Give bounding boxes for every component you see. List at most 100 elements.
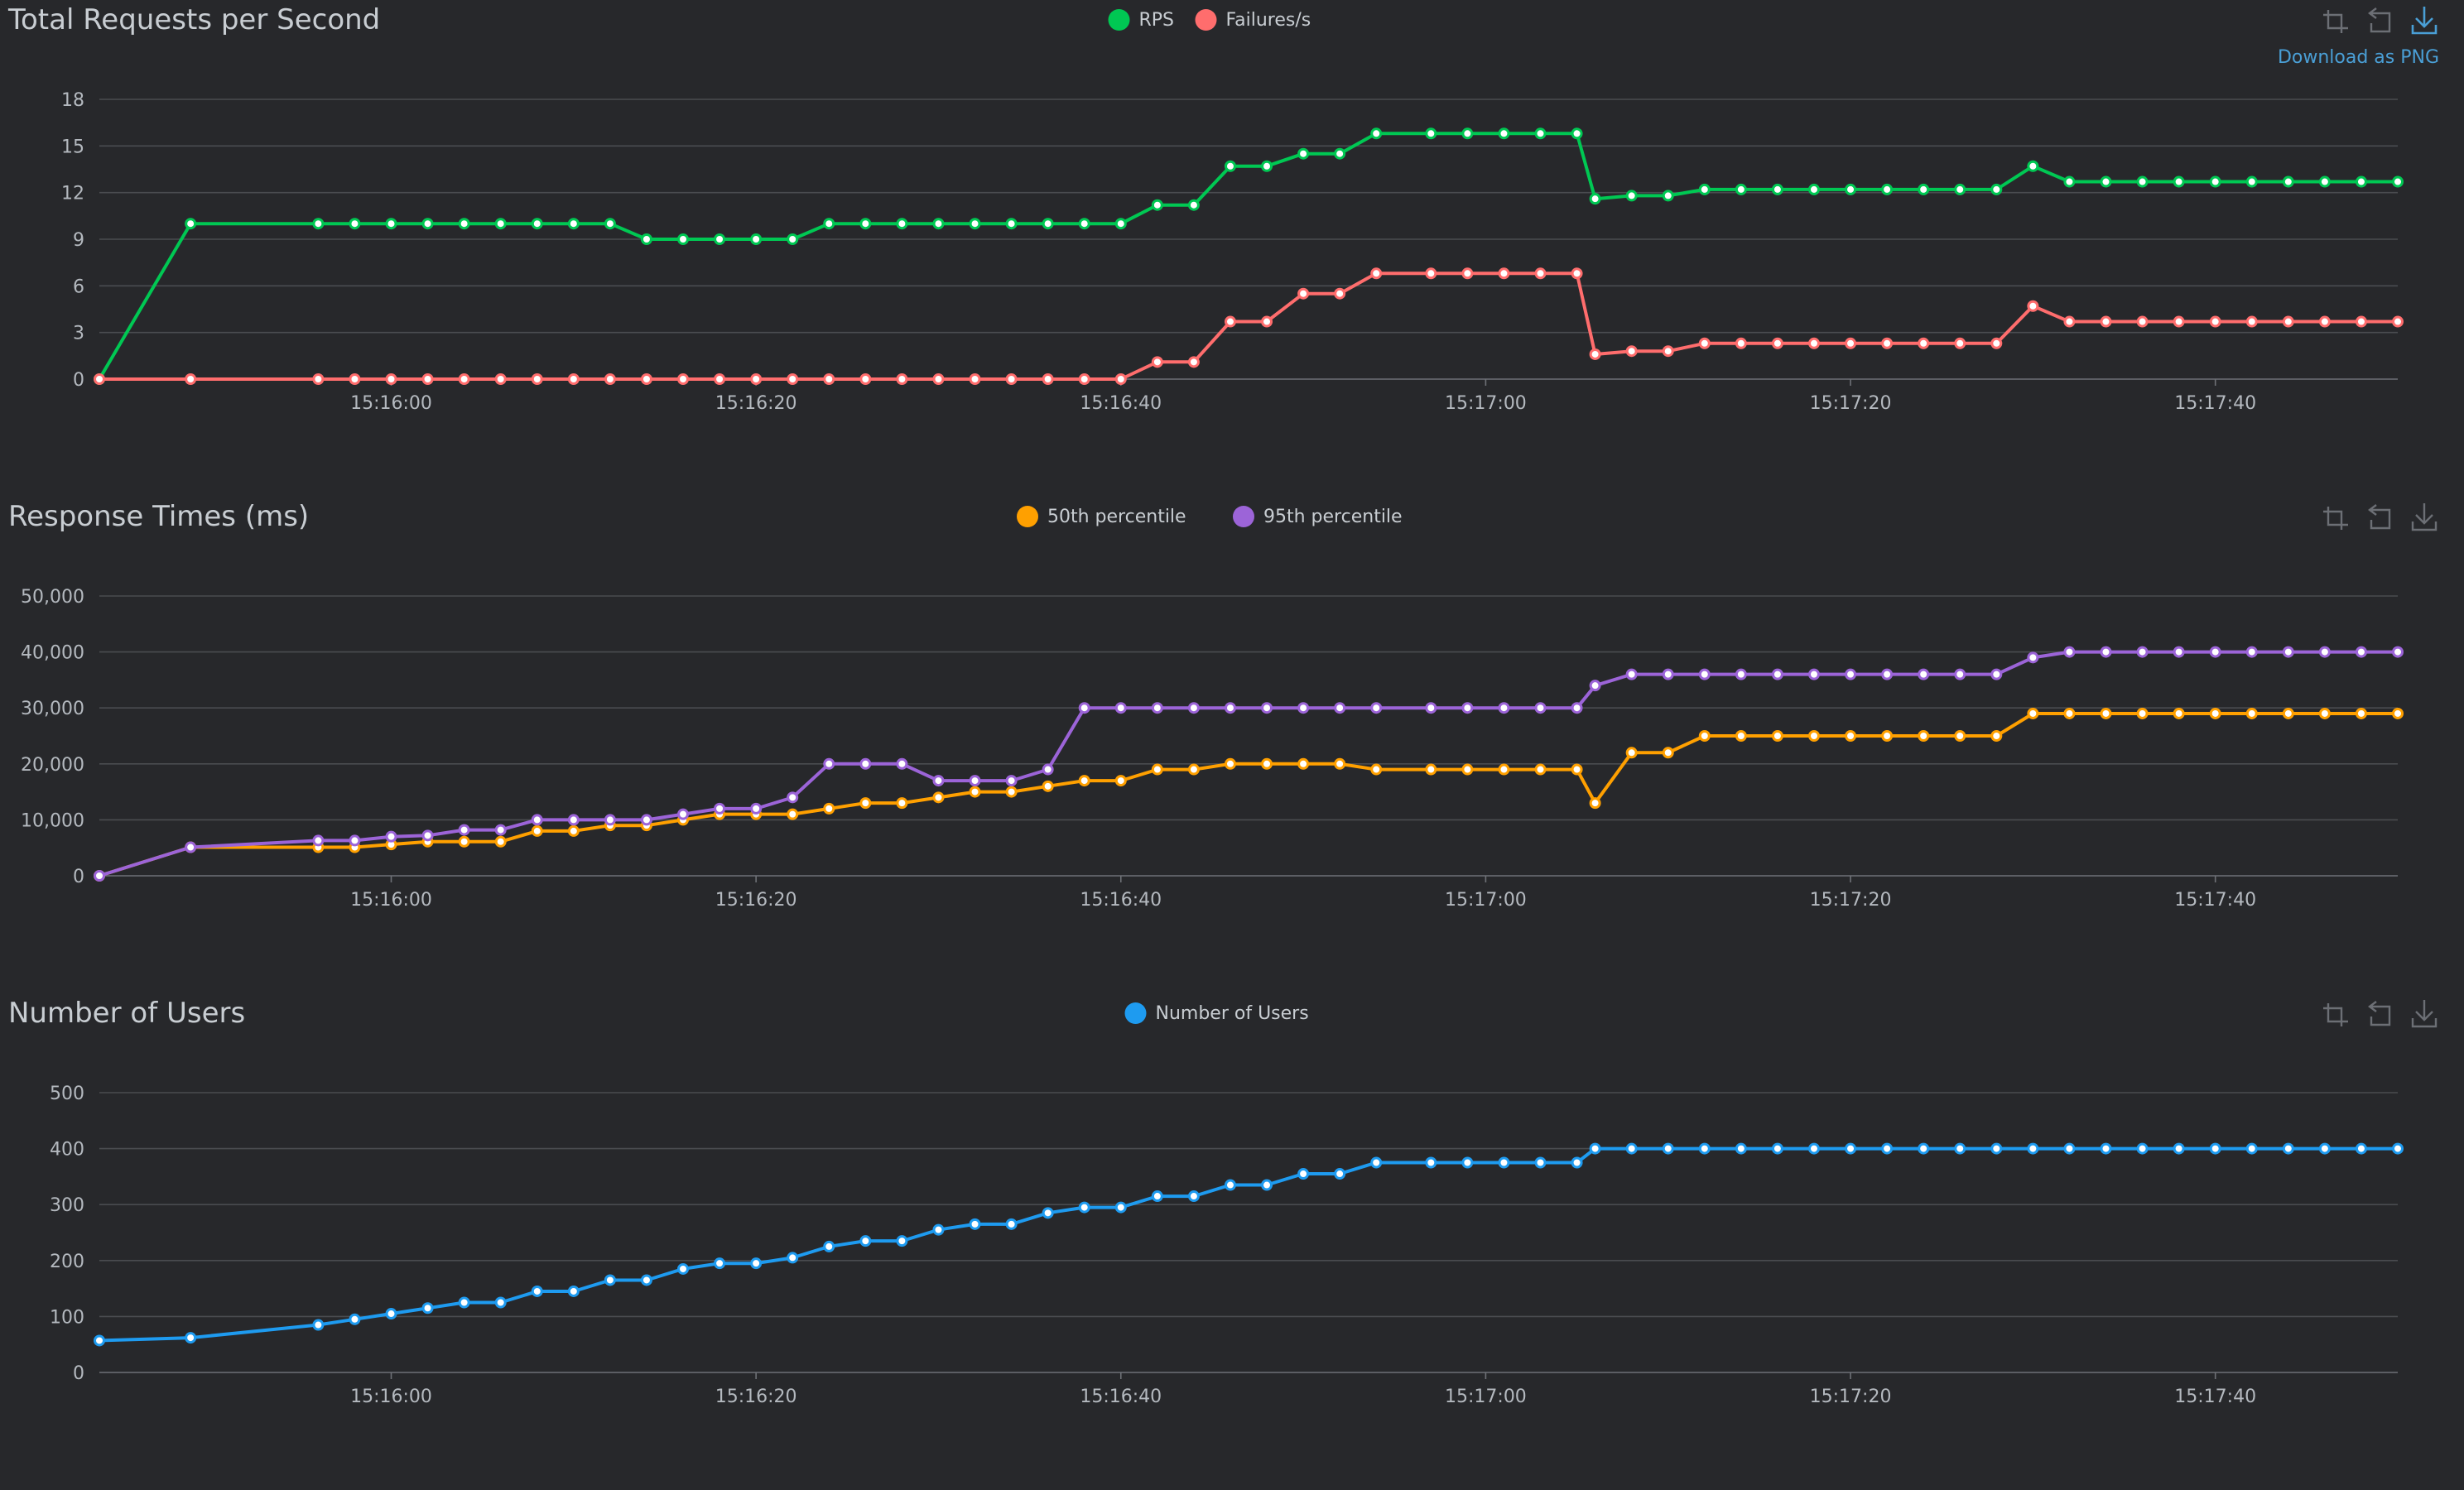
- zoom-icon-shape[interactable]: [2323, 10, 2348, 33]
- data-point: [787, 808, 799, 820]
- zoom-icon[interactable]: [2323, 10, 2348, 33]
- data-point: [2100, 1142, 2112, 1155]
- zoom-icon[interactable]: [2323, 507, 2348, 530]
- data-point: [2355, 1142, 2367, 1155]
- data-point: [2173, 707, 2185, 719]
- data-point: [1625, 668, 1638, 680]
- download-icon-shape[interactable]: [2411, 503, 2438, 531]
- restore-icon[interactable]: [2368, 504, 2391, 530]
- y-tick-label: 500: [50, 1084, 84, 1104]
- data-point: [2063, 707, 2076, 719]
- zoom-icon-shape[interactable]: [2323, 1003, 2348, 1026]
- y-tick-label: 12: [61, 184, 84, 204]
- x-tick-label: 15:17:20: [1810, 393, 1892, 414]
- restore-icon[interactable]: [2368, 1001, 2391, 1026]
- y-tick-label: 15: [61, 137, 84, 157]
- series-number-of-users: [94, 1142, 2404, 1347]
- download-icon[interactable]: [2411, 503, 2438, 531]
- data-point: [94, 870, 105, 882]
- data-point: [787, 373, 799, 385]
- data-point: [1662, 747, 1674, 759]
- restore-icon-shape[interactable]: [2368, 7, 2391, 33]
- chart-panel-number-of-users: Number of Users 0 100 200 300 400 500 15:16:00 1…: [8, 997, 2438, 1407]
- legend[interactable]: Number of Users: [1124, 1002, 1309, 1024]
- data-point: [640, 814, 652, 826]
- data-point: [1735, 183, 1747, 195]
- data-point: [896, 797, 908, 810]
- data-point: [567, 218, 580, 230]
- data-point: [421, 218, 434, 230]
- data-point: [1461, 1156, 1474, 1169]
- legend-item-number-of-users[interactable]: Number of Users: [1124, 1002, 1309, 1024]
- y-tick-label: 0: [73, 370, 84, 391]
- data-point: [458, 1296, 470, 1309]
- data-point: [2100, 707, 2112, 719]
- data-point: [2392, 1142, 2404, 1155]
- data-point: [1589, 193, 1601, 205]
- data-point: [604, 1274, 616, 1286]
- data-point: [494, 373, 507, 385]
- data-point: [1224, 315, 1236, 328]
- data-point: [896, 757, 908, 770]
- legend-marker: [1124, 1002, 1147, 1024]
- data-point: [677, 233, 690, 245]
- download-as-png-label[interactable]: Download as PNG: [2278, 47, 2439, 68]
- data-point: [421, 373, 434, 385]
- data-point: [1881, 668, 1894, 680]
- data-point: [859, 797, 872, 810]
- data-point: [2245, 175, 2258, 188]
- data-point: [1807, 183, 1820, 195]
- download-icon[interactable]: [2411, 1000, 2438, 1028]
- restore-icon-shape[interactable]: [2368, 504, 2391, 530]
- data-point: [1224, 160, 1236, 172]
- data-point: [896, 218, 908, 230]
- zoom-icon-shape[interactable]: [2323, 507, 2348, 530]
- data-point: [640, 373, 652, 385]
- data-point: [1370, 267, 1383, 280]
- legend[interactable]: RPS Failures/s: [1108, 9, 1311, 31]
- data-point: [1807, 1142, 1820, 1155]
- series-rps: [94, 127, 2404, 385]
- x-tick-label: 15:17:20: [1810, 890, 1892, 911]
- data-point: [1589, 797, 1601, 810]
- y-tick-label: 40,000: [21, 643, 84, 664]
- data-point: [2063, 1142, 2076, 1155]
- data-point: [1187, 1190, 1200, 1203]
- data-point: [896, 1235, 908, 1247]
- data-point: [1151, 763, 1163, 776]
- legend-item-rps[interactable]: RPS: [1108, 9, 1175, 31]
- data-point: [2209, 1142, 2221, 1155]
- x-tick-label: 15:16:40: [1080, 890, 1162, 911]
- data-point: [1498, 702, 1510, 714]
- restore-icon-shape[interactable]: [2368, 1001, 2391, 1026]
- x-tick-label: 15:17:40: [2174, 890, 2256, 911]
- legend-item-failures-s[interactable]: Failures/s: [1195, 9, 1311, 31]
- download-icon-shape[interactable]: [2411, 1000, 2438, 1028]
- data-point: [1662, 1142, 1674, 1155]
- data-point: [1261, 315, 1273, 328]
- data-point: [185, 218, 197, 230]
- legend-item-50th-percentile[interactable]: 50th percentile: [1017, 506, 1186, 527]
- data-point: [1078, 702, 1090, 714]
- data-point: [1990, 1142, 2003, 1155]
- data-point: [2318, 707, 2331, 719]
- restore-icon[interactable]: [2368, 7, 2391, 33]
- zoom-icon[interactable]: [2323, 1003, 2348, 1026]
- legend-label: 50th percentile: [1047, 507, 1186, 527]
- data-point: [1771, 1142, 1783, 1155]
- legend[interactable]: 50th percentile 95th percentile: [1017, 506, 1403, 527]
- data-point: [385, 373, 397, 385]
- data-point: [1735, 730, 1747, 742]
- data-point: [2392, 707, 2404, 719]
- x-tick-label: 15:17:40: [2174, 1387, 2256, 1407]
- download-icon[interactable]: [2411, 7, 2438, 35]
- data-point: [2173, 175, 2185, 188]
- chart-panel-response-times-ms: Response Times (ms) 0 10,000 20,000 30,000 40…: [8, 500, 2438, 911]
- legend-item-95th-percentile[interactable]: 95th percentile: [1233, 506, 1403, 527]
- data-point: [677, 373, 690, 385]
- download-icon-shape[interactable]: [2411, 7, 2438, 35]
- data-point: [823, 1240, 835, 1252]
- data-point: [1534, 267, 1547, 280]
- data-point: [1498, 267, 1510, 280]
- data-point: [531, 373, 543, 385]
